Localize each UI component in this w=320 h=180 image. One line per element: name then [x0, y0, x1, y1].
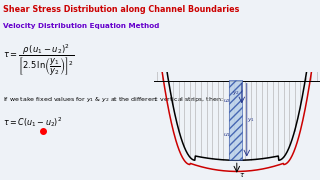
Text: Shear Stress Distribution along Channel Boundaries: Shear Stress Distribution along Channel … — [3, 5, 240, 14]
Text: $u_2$: $u_2$ — [223, 97, 231, 105]
Text: $\tau$: $\tau$ — [239, 171, 245, 179]
Text: Velocity Distribution Equation Method: Velocity Distribution Equation Method — [3, 23, 160, 29]
Text: $\tau = \dfrac{\rho\,(u_1-u_2)^2}{\left[2.5\,\ln\!\left(\dfrac{y_1}{y_2}\right)\: $\tau = \dfrac{\rho\,(u_1-u_2)^2}{\left[… — [3, 43, 75, 78]
Text: $y_1$: $y_1$ — [247, 116, 255, 124]
Polygon shape — [229, 81, 243, 160]
Text: If we take fixed values for $y_1$ & $y_2$ at the different vertical strips, then: If we take fixed values for $y_1$ & $y_2… — [3, 95, 224, 104]
Text: $\tau = C(u_1 - u_2)^2$: $\tau = C(u_1 - u_2)^2$ — [3, 115, 62, 129]
Text: $u_1$: $u_1$ — [223, 131, 231, 139]
Text: $y_2$: $y_2$ — [232, 89, 240, 97]
